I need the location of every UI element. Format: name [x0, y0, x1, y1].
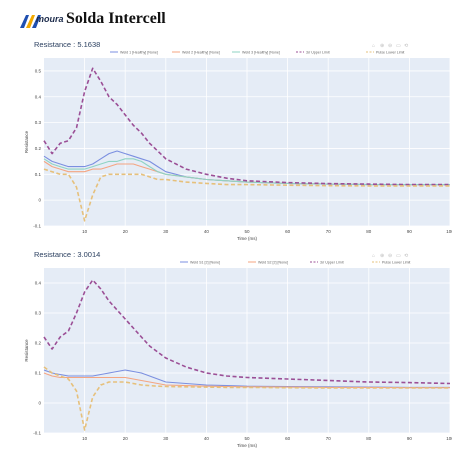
modebar-icon[interactable]: ⊖ [388, 253, 392, 259]
y-tick-label: 0.1 [35, 371, 42, 376]
series-line[interactable] [43, 279, 451, 385]
modebar-icon[interactable]: ⌂ [372, 43, 375, 49]
x-tick-label: 40 [204, 436, 210, 441]
modebar-icon[interactable]: ⊕ [380, 253, 384, 259]
x-tick-label: 80 [366, 436, 372, 441]
x-tick-label: 60 [285, 436, 291, 441]
chart-panel-1: Resistance : 5.1638 ⌂ ⊕ ⊖ ▭ ⟲ Weld 1 [Healthy]… [0, 36, 452, 246]
y-tick-label: 0.3 [35, 311, 42, 316]
y-tick-label: 0.2 [35, 146, 42, 151]
legend-entry[interactable]: Weld S2 [2] [None] [258, 260, 288, 264]
x-tick-label: 40 [204, 229, 210, 234]
series-line[interactable] [43, 67, 450, 186]
legend-entry[interactable]: Pulse Lower Limit [376, 50, 404, 54]
x-tick-label: 20 [123, 436, 129, 441]
y-tick-label: 0.1 [35, 172, 42, 177]
x-tick-label: 10 [82, 229, 88, 234]
x-tick-label: 10 [82, 436, 88, 441]
legend: Weld 1 [Healthy] [None] Weld 2 [Healthy] … [110, 50, 404, 54]
x-tick-label: 70 [326, 229, 332, 234]
y-tick-label: 0.5 [35, 68, 42, 73]
y-tick-label: 0.4 [35, 94, 42, 99]
legend-entry[interactable]: 3σ Upper Limit [320, 260, 344, 264]
page-title: Solda Intercell [66, 10, 166, 27]
y-tick-label: 0.3 [35, 120, 42, 125]
series-line[interactable] [43, 168, 450, 222]
x-tick-label: 80 [366, 229, 372, 234]
modebar-icon[interactable]: ▭ [396, 253, 401, 259]
x-tick-label: 50 [244, 436, 250, 441]
logo-mark-icon [20, 15, 41, 28]
x-tick-label: 90 [407, 229, 413, 234]
modebar-icon[interactable]: ⊕ [380, 43, 384, 49]
series-line[interactable] [43, 372, 450, 389]
legend-entry[interactable]: Weld 2 [Healthy] [None] [182, 50, 220, 54]
legend-entry[interactable]: Pulse Lower Limit [382, 260, 410, 264]
x-axis-label: Time (ms) [237, 236, 258, 241]
legend-entry[interactable]: Weld 3 [Healthy] [None] [242, 50, 280, 54]
x-axis-label: Time (ms) [237, 443, 258, 448]
y-tick-label: 0 [38, 401, 41, 406]
y-tick-label: 0.2 [35, 341, 42, 346]
x-tick-label: 30 [163, 436, 169, 441]
logo-text: moura [36, 14, 64, 24]
series-line[interactable] [43, 158, 450, 186]
chart-panel-2: Resistance : 3.0014 ⌂ ⊕ ⊖ ▭ ⟲ Weld S1 [2] [Non… [0, 246, 452, 452]
series-line[interactable] [43, 366, 450, 431]
modebar-icon[interactable]: ⌂ [372, 253, 375, 259]
app-header: Solda Intercell moura [0, 0, 452, 34]
y-tick-label: -0.1 [33, 431, 41, 436]
legend-entry[interactable]: Weld 1 [Healthy] [None] [120, 50, 158, 54]
chart-2: Resistance : 3.0014 ⌂ ⊕ ⊖ ▭ ⟲Weld S1 [2] [Non… [24, 250, 452, 448]
y-tick-label: 0.4 [35, 281, 42, 286]
legend: Weld S1 [2] [None] Weld S2 [2] [None] 3σ U… [180, 260, 410, 264]
y-axis-label: Resistance [24, 339, 29, 362]
x-tick-label: 20 [123, 229, 129, 234]
chart-title: Resistance : 3.0014 [34, 250, 100, 259]
modebar-icon[interactable]: ⊖ [388, 43, 392, 49]
modebar-icon[interactable]: ⟲ [404, 253, 409, 259]
x-tick-label: 90 [407, 436, 413, 441]
x-tick-label: 60 [285, 229, 291, 234]
y-tick-label: 0 [38, 198, 41, 203]
modebar-icon[interactable]: ⟲ [404, 43, 409, 49]
legend-entry[interactable]: 3σ Upper Limit [306, 50, 330, 54]
x-tick-label: 50 [244, 229, 250, 234]
moura-logo [20, 12, 120, 30]
chart-1: Resistance : 5.1638 ⌂ ⊕ ⊖ ▭ ⟲Weld 1 [Healthy]… [24, 40, 452, 241]
legend-entry[interactable]: Weld S1 [2] [None] [190, 260, 220, 264]
series-line[interactable] [43, 369, 450, 388]
chart-title: Resistance : 5.1638 [34, 40, 100, 49]
x-tick-label: 100 [446, 229, 452, 234]
y-tick-label: -0.1 [33, 224, 41, 229]
y-axis-label: Resistance [24, 130, 29, 153]
x-tick-label: 30 [163, 229, 169, 234]
x-tick-label: 70 [326, 436, 332, 441]
x-tick-label: 100 [446, 436, 452, 441]
modebar-icon[interactable]: ▭ [396, 43, 401, 49]
